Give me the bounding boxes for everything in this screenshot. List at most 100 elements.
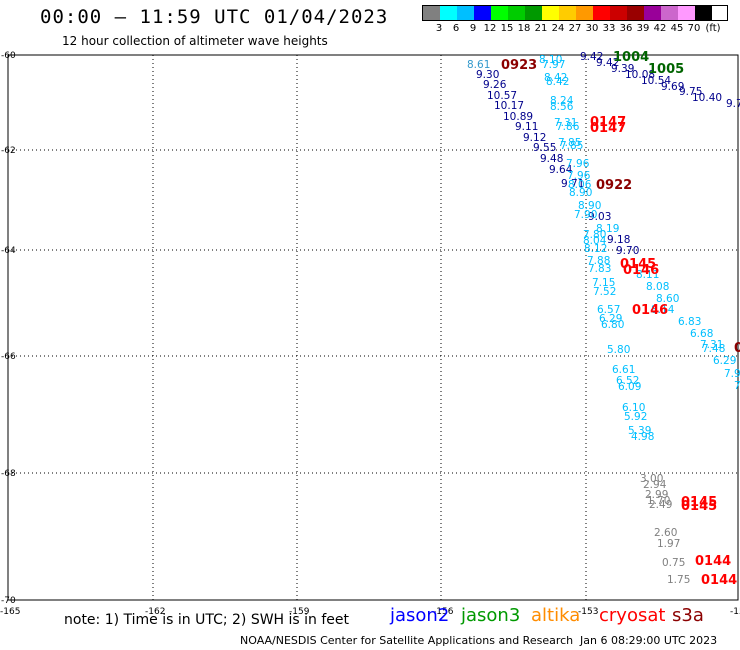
- swh-label: 10.54: [641, 75, 671, 87]
- scale-label: 9: [469, 23, 477, 34]
- scale-label: 15: [500, 23, 514, 34]
- lon-label: -162: [145, 607, 165, 617]
- swh-label: 4.98: [631, 431, 654, 443]
- swh-label: 8.19: [596, 223, 619, 235]
- pass-time-label: 0923: [501, 58, 537, 73]
- swh-label: 7: [734, 380, 740, 392]
- swh-label: 9.71: [561, 178, 584, 190]
- scale-label: 18: [517, 23, 531, 34]
- swh-label: 8.04: [583, 235, 607, 247]
- swh-label: 1.75: [667, 574, 690, 586]
- scale-swatch: [474, 6, 491, 20]
- swh-label: 2.60: [654, 527, 677, 539]
- scale-swatch: [525, 6, 542, 20]
- scale-label: 12: [483, 23, 497, 34]
- swh-label: 9.18: [607, 234, 630, 246]
- scale-label: 70: [687, 23, 701, 34]
- swh-label: 7.31: [554, 117, 577, 129]
- mission-altika: altika: [531, 605, 581, 626]
- swh-label: 10.57: [487, 90, 517, 102]
- scale-swatch: [440, 6, 457, 20]
- lat-label: -66: [1, 352, 16, 362]
- swh-label: 6.29: [713, 355, 736, 367]
- swh-label: 7.80: [583, 229, 606, 241]
- scale-label: (ft): [705, 23, 721, 34]
- swh-label: 9.64: [549, 164, 573, 176]
- swh-label: 9.75: [679, 86, 702, 98]
- mission-jason3: jason3: [461, 605, 521, 626]
- scale-swatch: [678, 6, 695, 20]
- map-frame: [7, 54, 739, 601]
- pass-time-label: 0144: [701, 573, 737, 588]
- swh-label: 8.90: [569, 187, 592, 199]
- swh-label: 7.96: [566, 158, 590, 170]
- lat-label: -62: [1, 146, 16, 156]
- swh-label: 9.12: [523, 132, 546, 144]
- swh-label: 8.42: [544, 72, 567, 84]
- swh-label: 7.85: [560, 140, 583, 152]
- lat-label: -60: [1, 51, 16, 61]
- lon-label: -150: [730, 607, 740, 617]
- pass-time-label: 0146: [632, 303, 668, 318]
- swh-label: 8.08: [646, 281, 669, 293]
- swh-label: 9.48: [540, 153, 563, 165]
- scale-swatch: [661, 6, 678, 20]
- swh-label: 6.57: [597, 304, 620, 316]
- pass-time-label: 0147: [590, 115, 626, 130]
- mission-jason2: jason2: [390, 605, 450, 626]
- scale-label: 45: [670, 23, 684, 34]
- scale-label: 33: [602, 23, 616, 34]
- swh-label: 7.31: [700, 339, 723, 351]
- swh-label: 6.61: [612, 364, 635, 376]
- scale-label: 30: [585, 23, 599, 34]
- swh-label: 8.12: [584, 243, 607, 255]
- swh-label: 8.56: [550, 101, 574, 113]
- swh-label: 5.80: [607, 344, 630, 356]
- scale-swatch: [644, 6, 661, 20]
- pass-time-label: 0145: [681, 495, 717, 510]
- lon-label: -153: [578, 607, 598, 617]
- scale-swatch: [695, 6, 712, 20]
- swh-label: 5.92: [624, 411, 647, 423]
- swh-label: 0.75: [662, 557, 685, 569]
- swh-label: 10.40: [692, 92, 722, 104]
- swh-label: 9.26: [483, 79, 507, 91]
- footer-note: note: 1) Time is in UTC; 2) SWH is in fe…: [64, 612, 350, 628]
- pass-time-label: 0145: [620, 257, 656, 272]
- scale-label: 36: [619, 23, 633, 34]
- scale-swatch: [423, 6, 440, 20]
- swh-label: 7.9: [724, 368, 740, 380]
- swh-label: 7.52: [593, 286, 616, 298]
- swh-label: 7.90: [574, 209, 597, 221]
- swh-label: 8.06: [568, 179, 592, 191]
- generated-time: Jan 6 08:29:00 UTC 2023: [580, 634, 718, 647]
- scale-swatch: [576, 6, 593, 20]
- swh-label: 1.97: [657, 538, 680, 550]
- scale-label: 42: [653, 23, 667, 34]
- pass-time-label: 1004: [613, 50, 649, 65]
- swh-label: 2.49: [649, 499, 672, 511]
- swh-label: 6.10: [622, 402, 645, 414]
- lon-label: -159: [289, 607, 310, 617]
- swh-label: 9.69: [661, 81, 684, 93]
- swh-label: 8.11: [636, 269, 659, 281]
- swh-label: 1.70: [647, 495, 670, 507]
- swh-label: 6.52: [616, 375, 639, 387]
- scale-swatch: [457, 6, 474, 20]
- color-scale-swatches: [422, 5, 728, 21]
- pass-time-label: 0144: [695, 554, 731, 569]
- pass-time-label: 0146: [623, 263, 659, 278]
- swh-label: 8.60: [656, 293, 679, 305]
- pass-time-label: 0145: [681, 499, 717, 514]
- color-scale-labels: 3 6 9 12 15 18 21 24 27 30 33 36 39 42 45 70 (ft): [422, 21, 728, 34]
- lat-label: -70: [1, 596, 16, 606]
- scale-swatch: [508, 6, 525, 20]
- scale-label: 3: [435, 23, 443, 34]
- swh-label: 8.10: [539, 54, 562, 66]
- scale-swatch: [593, 6, 610, 20]
- pass-time-label: 0922: [596, 178, 632, 193]
- swh-label: 10.17: [494, 100, 524, 112]
- swh-label: 7.83: [588, 263, 611, 275]
- lat-label: -68: [1, 469, 16, 479]
